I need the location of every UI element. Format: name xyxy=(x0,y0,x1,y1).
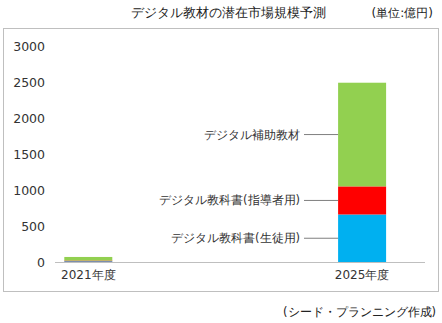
y-tick-label: 2000 xyxy=(13,111,45,126)
y-tick-label: 0 xyxy=(37,255,45,270)
y-tick-label: 2500 xyxy=(13,75,45,90)
y-tick-label: 1500 xyxy=(13,147,45,162)
x-tick-label: 2025年度 xyxy=(335,268,390,282)
chart-svg: デジタル教材の潜在市場規模予測 (単位:億円) (シード・プランニング作成) 0 500… xyxy=(0,0,442,323)
plot-area xyxy=(64,83,386,262)
title: デジタル教材の潜在市場規模予測 xyxy=(131,5,326,20)
bar-segment xyxy=(338,83,386,187)
y-tick-label: 3000 xyxy=(13,39,45,54)
bar-segment xyxy=(64,257,112,261)
x-tick-label: 2021年度 xyxy=(61,268,116,282)
bar-segment xyxy=(64,261,112,262)
legend-label: デジタル教科書(指導者用) xyxy=(159,193,300,207)
x-axis xyxy=(55,262,425,263)
chart-frame xyxy=(4,29,439,292)
bar-segment xyxy=(338,214,386,262)
legend-label: デジタル教科書(生徒用) xyxy=(171,231,300,245)
subtitle: (単位:億円) xyxy=(372,6,433,20)
callout-line xyxy=(304,238,338,239)
source-note: (シード・プランニング作成) xyxy=(283,305,436,319)
bar-segment xyxy=(338,186,386,214)
y-tick-label: 1000 xyxy=(13,183,45,198)
callout-line xyxy=(304,200,338,201)
y-tick-label: 500 xyxy=(21,219,45,234)
legend-label: デジタル補助教材 xyxy=(204,128,300,142)
callout-line xyxy=(304,134,338,135)
chart-container: デジタル教材の潜在市場規模予測 (単位:億円) (シード・プランニング作成) 0 500… xyxy=(0,0,442,323)
